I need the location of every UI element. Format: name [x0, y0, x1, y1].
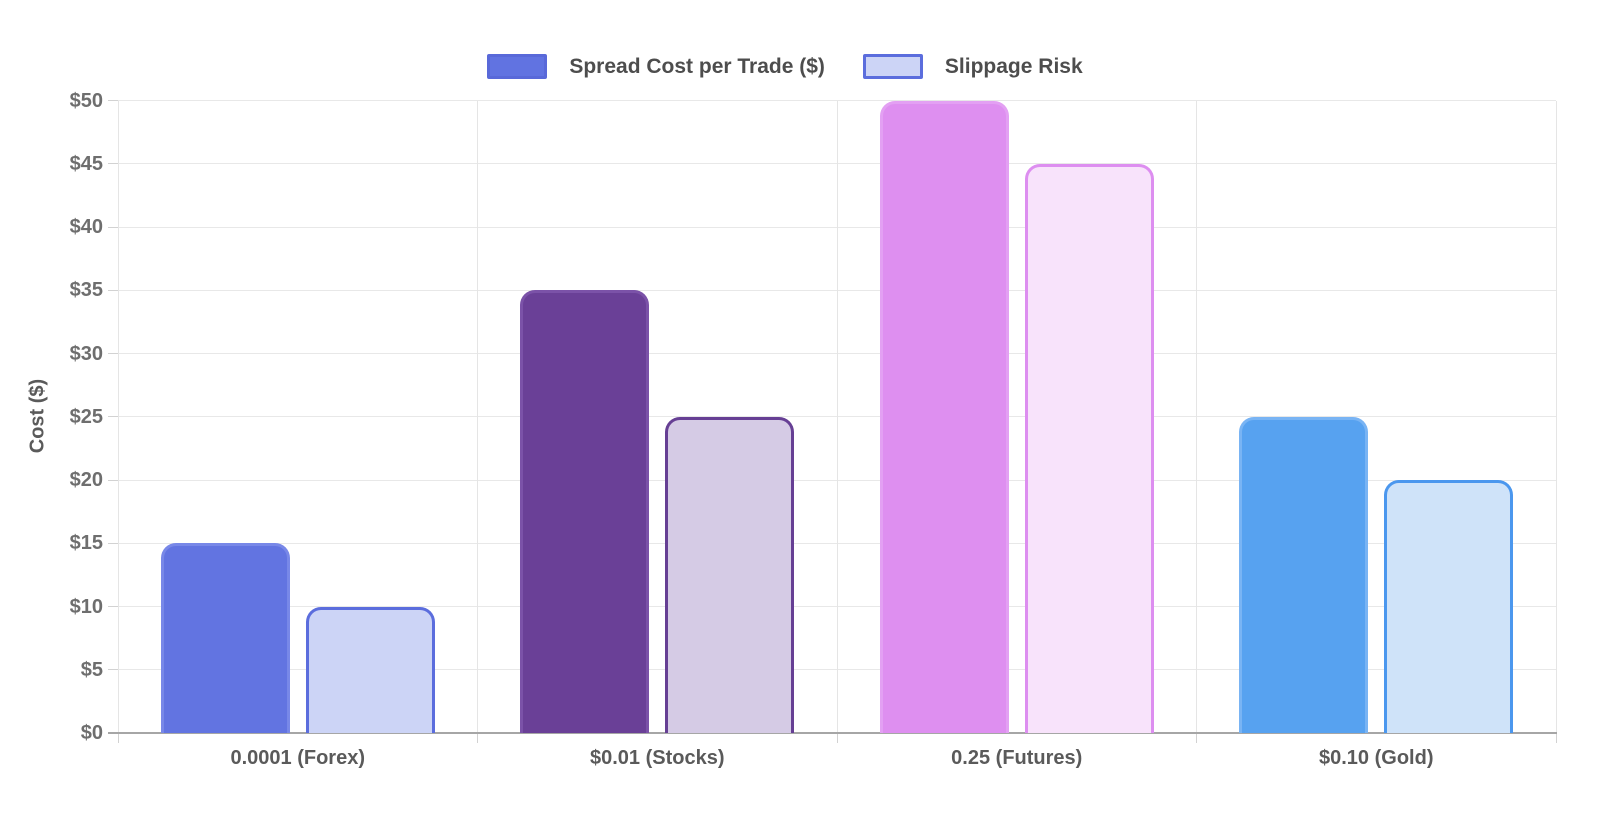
y-tick-label: $25: [69, 405, 103, 428]
x-axis-tick: [836, 733, 838, 743]
y-tick-label: $0: [80, 722, 103, 744]
x-axis-line: [108, 732, 1557, 734]
y-tick-label: $45: [69, 152, 103, 175]
x-axis-tick: [1555, 733, 1557, 743]
y-axis-tick: [108, 353, 118, 354]
x-axis-tick: [1196, 733, 1197, 743]
y-tick-label: $50: [69, 89, 103, 112]
x-category-label: 0.25 (Futures): [951, 747, 1083, 769]
legend-label-spread: Spread Cost per Trade ($): [569, 54, 825, 78]
y-axis-tick: [108, 289, 118, 291]
legend-item-spread-cost[interactable]: Spread Cost per Trade ($): [487, 54, 825, 79]
bar-spread-3[interactable]: [879, 100, 1009, 733]
bar-spread-1[interactable]: [160, 543, 290, 733]
y-axis-tick: [108, 669, 118, 671]
legend-swatch-spread-icon: [487, 54, 548, 79]
y-axis-tick: [108, 226, 118, 228]
y-axis-tick: [108, 100, 118, 101]
y-axis-tick: [108, 606, 118, 607]
gridline-vertical: [1555, 100, 1557, 733]
gridline-vertical: [1196, 100, 1197, 733]
bar-slippage-4[interactable]: [1384, 480, 1514, 733]
legend-item-slippage-risk[interactable]: Slippage Risk: [862, 54, 1083, 79]
bar-spread-2[interactable]: [520, 290, 650, 733]
y-tick-label: $5: [80, 658, 103, 681]
gridline-vertical: [117, 100, 119, 733]
gridline-vertical: [836, 100, 838, 733]
y-tick-label: $40: [69, 216, 103, 238]
bar-slippage-1[interactable]: [305, 606, 435, 733]
y-tick-label: $10: [69, 595, 103, 618]
y-axis-tick: [108, 416, 118, 418]
legend-swatch-slippage-icon: [862, 54, 923, 79]
legend-label-slippage: Slippage Risk: [944, 54, 1083, 78]
x-axis-tick: [477, 733, 478, 743]
bar-slippage-3[interactable]: [1024, 163, 1154, 733]
bar-slippage-2[interactable]: [665, 416, 795, 733]
x-category-label: $0.01 (Stocks): [589, 747, 725, 769]
x-category-label: 0.0001 (Forex): [230, 747, 365, 769]
x-axis-tick: [117, 733, 119, 743]
bar-spread-4[interactable]: [1239, 416, 1369, 733]
y-axis-tick: [108, 163, 118, 165]
y-tick-label: $15: [69, 532, 103, 555]
chart-legend: Spread Cost per Trade ($) Slippage Risk: [0, 54, 1570, 79]
y-tick-label: $30: [69, 342, 103, 365]
y-axis-tick: [108, 542, 118, 544]
x-category-label: $0.10 (Gold): [1319, 747, 1434, 769]
y-axis-tick: [108, 479, 118, 481]
gridline-vertical: [477, 100, 478, 733]
y-tick-label: $35: [69, 279, 103, 302]
y-tick-label: $20: [69, 469, 103, 491]
